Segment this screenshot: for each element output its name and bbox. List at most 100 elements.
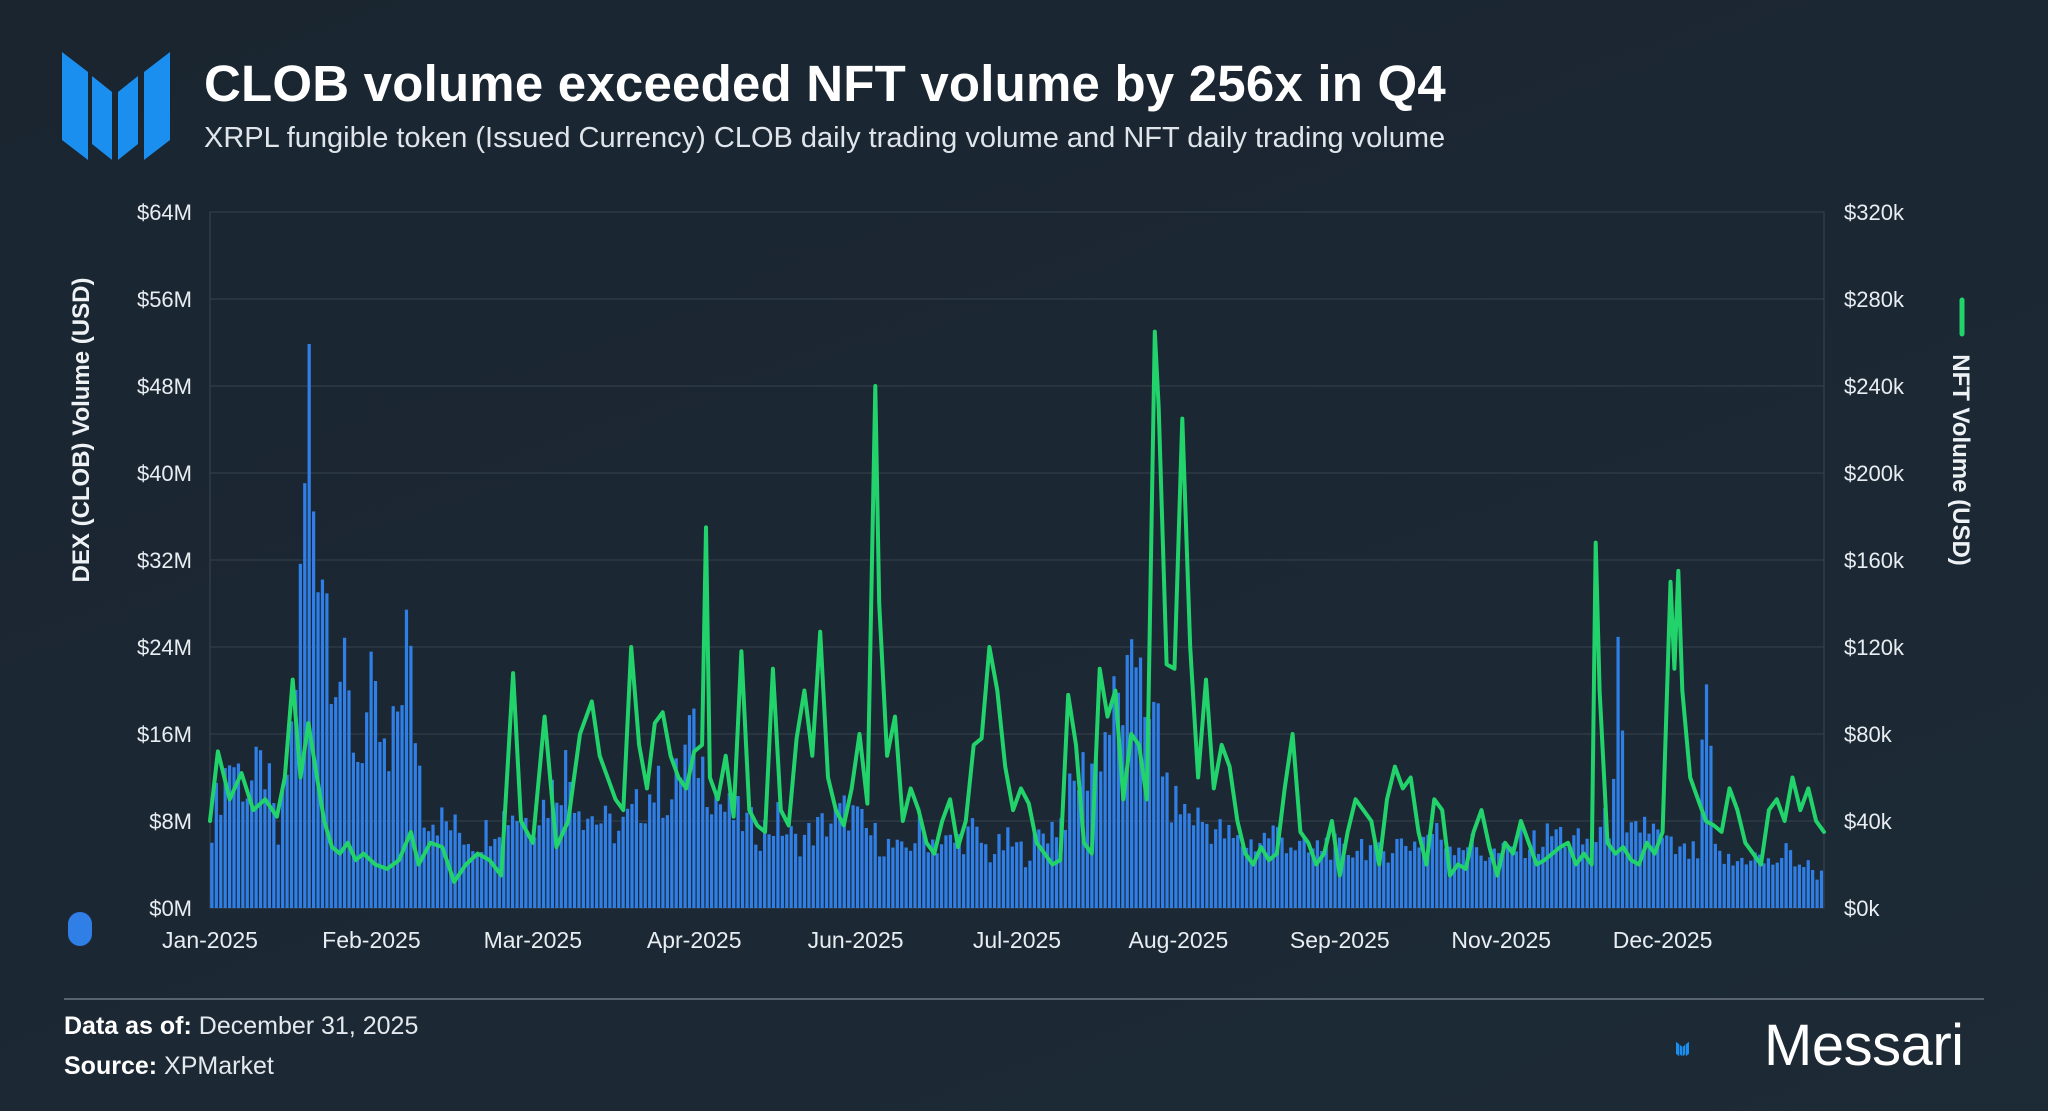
- clob-bar: [714, 793, 718, 908]
- clob-bar: [1240, 846, 1244, 908]
- clob-bar: [1757, 854, 1762, 908]
- clob-bar: [1103, 732, 1107, 908]
- clob-bar: [1532, 830, 1536, 908]
- clob-bar: [851, 805, 855, 908]
- legend-clob-swatch: [68, 912, 92, 946]
- clob-bar: [776, 802, 780, 908]
- clob-bar: [577, 811, 581, 908]
- clob-bar: [241, 801, 245, 908]
- clob-bar: [1665, 835, 1669, 908]
- clob-bar: [1802, 867, 1806, 908]
- clob-bar: [811, 845, 815, 908]
- clob-bar: [550, 779, 555, 908]
- clob-bar: [1492, 848, 1496, 908]
- clob-bar: [816, 817, 820, 908]
- clob-bar: [820, 813, 824, 908]
- clob-bar: [1466, 847, 1470, 908]
- clob-bar: [1302, 838, 1306, 908]
- clob-bar: [1625, 832, 1629, 908]
- clob-bar: [1470, 833, 1474, 908]
- clob-bar: [409, 645, 413, 908]
- data-as-of: Data as of: December 31, 2025: [64, 1012, 418, 1041]
- clob-bar: [254, 746, 258, 908]
- clob-bar: [679, 777, 683, 908]
- clob-bar: [210, 842, 214, 908]
- clob-bar: [1656, 829, 1660, 908]
- clob-bar: [559, 805, 563, 908]
- clob-bar: [1236, 835, 1240, 908]
- clob-bar: [1329, 859, 1333, 908]
- clob-bar: [404, 609, 409, 908]
- y-right-tick-label: $200k: [1844, 461, 1905, 486]
- clob-bar: [749, 807, 753, 908]
- clob-bar: [546, 818, 550, 908]
- clob-bar: [1439, 839, 1443, 908]
- clob-bar: [913, 843, 917, 908]
- y-right-tick-label: $320k: [1844, 200, 1905, 225]
- clob-bar: [422, 827, 426, 908]
- clob-bar: [1510, 846, 1514, 908]
- clob-bar: [1444, 848, 1448, 908]
- clob-bar: [1749, 860, 1753, 908]
- clob-bar: [625, 808, 630, 908]
- clob-bar: [1134, 667, 1138, 908]
- clob-bar: [1673, 854, 1678, 908]
- clob-bar: [1669, 836, 1673, 908]
- clob-bar: [599, 823, 603, 908]
- y-right-tick-label: $280k: [1844, 287, 1905, 312]
- clob-bar: [1015, 842, 1019, 908]
- clob-bar: [1603, 807, 1607, 908]
- clob-bar: [1430, 833, 1434, 908]
- clob-bar: [1373, 837, 1377, 908]
- clob-bar: [1501, 842, 1505, 908]
- clob-bar: [1306, 852, 1311, 908]
- clob-bar: [966, 826, 970, 908]
- clob-bar: [1550, 836, 1554, 908]
- clob-bar: [1342, 843, 1346, 908]
- clob-bar: [382, 738, 386, 908]
- y-left-tick-label: $48M: [137, 374, 192, 399]
- clob-bar: [510, 815, 515, 908]
- clob-bar: [586, 818, 590, 908]
- clob-bar: [1762, 863, 1766, 908]
- clob-bar: [1598, 826, 1602, 908]
- clob-bar: [1740, 857, 1744, 908]
- clob-bar: [1364, 860, 1368, 908]
- footer-divider: [64, 998, 1984, 1000]
- clob-bar: [900, 841, 904, 908]
- clob-bar: [466, 844, 470, 908]
- clob-bar: [1563, 847, 1567, 908]
- clob-bar: [1558, 826, 1563, 908]
- clob-bar: [1691, 841, 1695, 908]
- x-tick-label: Jun-2025: [808, 927, 904, 953]
- clob-bar: [307, 344, 311, 908]
- clob-bar: [1784, 843, 1788, 908]
- clob-bar: [329, 704, 333, 908]
- clob-bar: [316, 592, 320, 908]
- clob-bar: [1222, 838, 1227, 908]
- clob-bar: [1063, 829, 1067, 908]
- clob-bar: [789, 826, 793, 908]
- clob-bar: [771, 835, 776, 908]
- clob-bar: [320, 579, 325, 908]
- clob-bar: [683, 744, 687, 908]
- clob-bar: [1351, 857, 1355, 908]
- clob-bar: [727, 793, 731, 908]
- clob-bar: [603, 805, 608, 908]
- chart-title: CLOB volume exceeded NFT volume by 256x …: [204, 55, 1446, 112]
- clob-bar: [838, 803, 842, 908]
- clob-bar: [462, 844, 466, 908]
- clob-bar: [325, 593, 329, 908]
- clob-bar: [1214, 829, 1218, 908]
- clob-bar: [1793, 866, 1797, 908]
- clob-bar: [1713, 843, 1717, 908]
- clob-bar: [1178, 814, 1182, 908]
- clob-bar: [855, 806, 860, 908]
- clob-bar: [356, 761, 360, 908]
- clob-bar: [1023, 867, 1028, 908]
- clob-bar: [555, 802, 559, 908]
- clob-bar: [1284, 853, 1289, 908]
- clob-bar: [652, 802, 656, 908]
- clob-bar: [1200, 821, 1205, 908]
- clob-bar: [758, 850, 762, 908]
